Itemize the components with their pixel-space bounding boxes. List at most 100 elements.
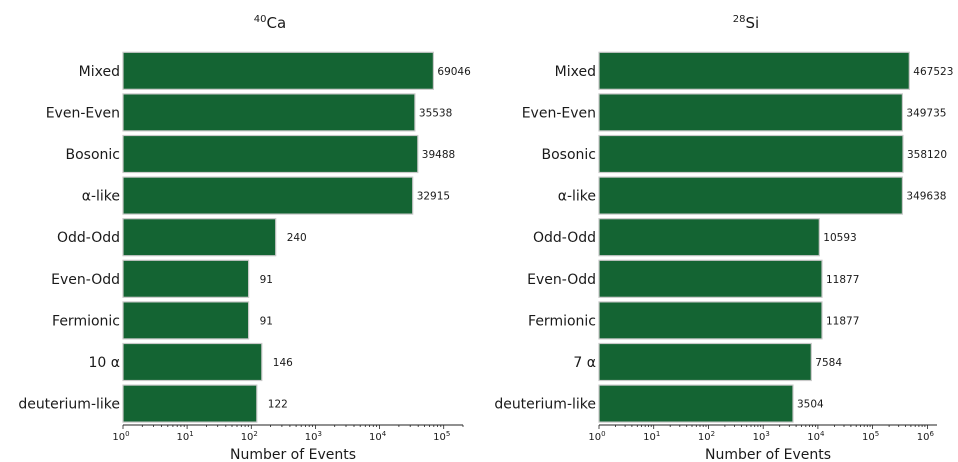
tick-base: 10 <box>176 432 189 443</box>
tick-exponent: 2 <box>253 430 257 438</box>
bar <box>598 134 904 174</box>
bar <box>122 51 434 90</box>
data-label: 349735 <box>906 107 946 119</box>
category-label: 10 α <box>89 355 121 371</box>
data-label: 3504 <box>797 399 824 411</box>
category-label: Even-Odd <box>51 272 120 288</box>
data-label: 349638 <box>906 191 946 203</box>
tick-exponent: 0 <box>125 430 129 438</box>
category-label: Odd-Odd <box>533 230 596 246</box>
data-label: 7584 <box>815 357 842 369</box>
bar <box>122 176 414 215</box>
bar <box>598 176 903 215</box>
category-label: α-like <box>558 189 596 205</box>
tick-label: 103 <box>753 430 770 443</box>
tick-base: 10 <box>698 432 711 443</box>
category-label: Odd-Odd <box>57 230 120 246</box>
bar <box>122 134 419 174</box>
tick-base: 10 <box>807 432 820 443</box>
tick-label: 106 <box>917 430 935 443</box>
category-label: Bosonic <box>542 147 597 163</box>
tick-base: 10 <box>241 432 254 443</box>
data-label: 32915 <box>417 191 450 203</box>
tick-label: 105 <box>433 430 450 443</box>
category-label: Even-Even <box>46 105 120 121</box>
data-label: 358120 <box>907 149 947 161</box>
tick-base: 10 <box>643 432 656 443</box>
bar <box>122 342 263 382</box>
category-label: Mixed <box>555 64 596 80</box>
tick-exponent: 3 <box>765 430 769 438</box>
bar <box>598 51 910 90</box>
tick-label: 105 <box>862 430 879 443</box>
category-label: deuterium-like <box>494 397 596 413</box>
tick-label: 104 <box>369 430 387 443</box>
chart-title-main: Si <box>746 14 760 32</box>
chart-title-main: Ca <box>267 14 287 32</box>
data-label: 91 <box>260 274 273 286</box>
tick-exponent: 1 <box>656 430 660 438</box>
bar <box>122 259 250 298</box>
category-label: Mixed <box>79 64 120 80</box>
tick-label: 104 <box>807 430 825 443</box>
tick-label: 101 <box>643 430 660 443</box>
category-label: Even-Even <box>522 105 596 121</box>
tick-base: 10 <box>433 432 446 443</box>
category-label: Fermionic <box>528 313 596 329</box>
tick-base: 10 <box>112 432 125 443</box>
bar <box>122 301 250 340</box>
bar <box>598 93 903 132</box>
tick-label: 103 <box>305 430 322 443</box>
tick-base: 10 <box>369 432 382 443</box>
category-label: Fermionic <box>52 313 120 329</box>
chart-panel-1: 28Si Mixed 467523 Even-Even 349735 Bosonic 358… <box>494 14 953 462</box>
data-label: 35538 <box>419 107 452 119</box>
chart-title: 28Si <box>733 14 759 32</box>
tick-label: 102 <box>698 430 715 443</box>
tick-exponent: 1 <box>189 430 193 438</box>
tick-base: 10 <box>305 432 318 443</box>
data-label: 10593 <box>823 232 856 244</box>
tick-base: 10 <box>862 432 875 443</box>
x-axis-label: Number of Events <box>230 447 356 462</box>
bar <box>598 218 820 257</box>
bar <box>122 384 258 423</box>
tick-label: 101 <box>176 430 193 443</box>
bar <box>122 218 277 257</box>
category-label: 7 α <box>573 355 596 371</box>
category-label: α-like <box>82 189 120 205</box>
tick-base: 10 <box>588 432 601 443</box>
tick-exponent: 4 <box>382 430 387 438</box>
tick-exponent: 3 <box>318 430 322 438</box>
tick-exponent: 5 <box>875 430 879 438</box>
tick-exponent: 6 <box>930 430 935 438</box>
tick-base: 10 <box>917 432 930 443</box>
chart-title-superscript: 40 <box>254 14 267 25</box>
data-label: 11877 <box>826 315 859 327</box>
bar <box>598 342 812 382</box>
tick-label: 100 <box>588 430 605 443</box>
x-axis-label: Number of Events <box>705 447 831 462</box>
category-label: Bosonic <box>66 147 121 163</box>
bar <box>598 301 823 340</box>
bar <box>598 384 794 423</box>
data-label: 11877 <box>826 274 859 286</box>
tick-exponent: 0 <box>601 430 605 438</box>
data-label: 91 <box>260 315 273 327</box>
data-label: 69046 <box>437 66 471 78</box>
data-label: 146 <box>273 357 293 369</box>
data-label: 122 <box>268 399 288 411</box>
data-label: 240 <box>287 232 307 244</box>
tick-exponent: 4 <box>820 430 825 438</box>
tick-base: 10 <box>753 432 766 443</box>
data-label: 39488 <box>422 149 455 161</box>
bar <box>122 93 416 132</box>
category-label: deuterium-like <box>18 397 120 413</box>
data-label: 467523 <box>913 66 953 78</box>
chart-title: 40Ca <box>254 14 286 32</box>
tick-exponent: 5 <box>446 430 450 438</box>
category-label: Even-Odd <box>527 272 596 288</box>
tick-label: 100 <box>112 430 129 443</box>
